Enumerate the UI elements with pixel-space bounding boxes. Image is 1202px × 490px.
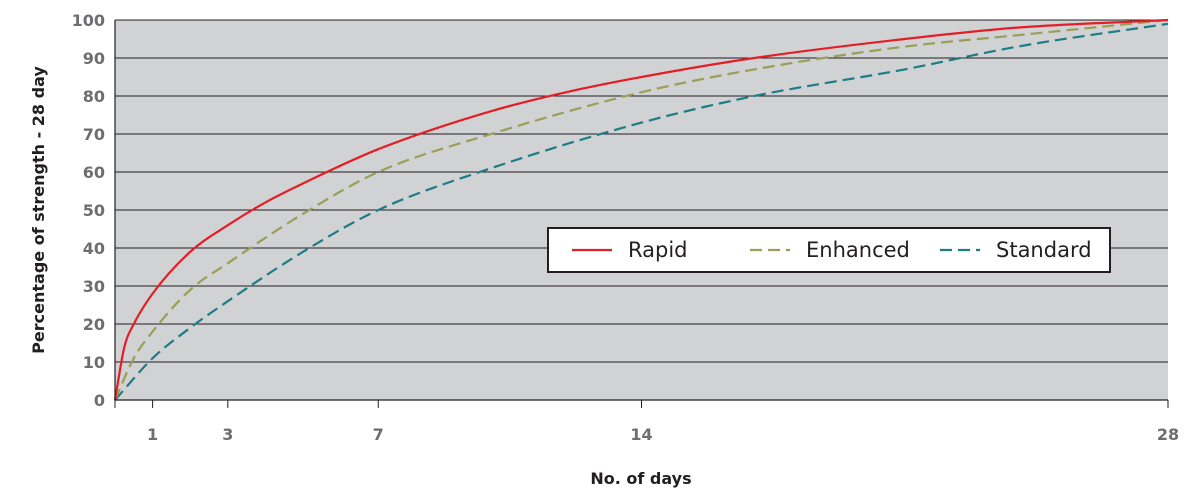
y-tick-label: 100 <box>72 11 105 30</box>
legend-box <box>547 227 1111 273</box>
x-tick-label: 14 <box>630 425 652 444</box>
y-tick-label: 10 <box>83 353 105 372</box>
y-tick-label: 60 <box>83 163 105 182</box>
y-tick-label: 80 <box>83 87 105 106</box>
y-tick-labels: 0 10 20 30 40 50 60 70 80 90 100 <box>72 11 105 410</box>
x-tick-label: 28 <box>1157 425 1179 444</box>
y-tick-label: 50 <box>83 201 105 220</box>
x-axis-title: No. of days <box>590 469 691 488</box>
y-tick-label: 30 <box>83 277 105 296</box>
legend-label-rapid: Rapid <box>628 238 688 262</box>
series-line-rapid <box>113 18 1169 401</box>
y-axis-title: Percentage of strength - 28 day <box>29 66 48 354</box>
x-tick-label: 1 <box>147 425 158 444</box>
gridlines <box>115 19 1168 363</box>
legend: Rapid Enhanced Standard <box>547 227 1111 273</box>
y-tick-label: 0 <box>94 391 105 410</box>
x-tick-labels: 1 3 7 14 28 <box>114 400 1179 444</box>
legend-label-enhanced: Enhanced <box>806 238 910 262</box>
series-line-enhanced <box>113 18 1169 401</box>
series-line-standard <box>114 22 1169 401</box>
y-tick-label: 40 <box>83 239 105 258</box>
y-tick-label: 20 <box>83 315 105 334</box>
x-tick-label: 3 <box>222 425 233 444</box>
legend-label-standard: Standard <box>996 238 1092 262</box>
series-lines <box>113 18 1169 401</box>
y-tick-label: 70 <box>83 125 105 144</box>
x-tick-label: 7 <box>373 425 384 444</box>
y-tick-label: 90 <box>83 49 105 68</box>
